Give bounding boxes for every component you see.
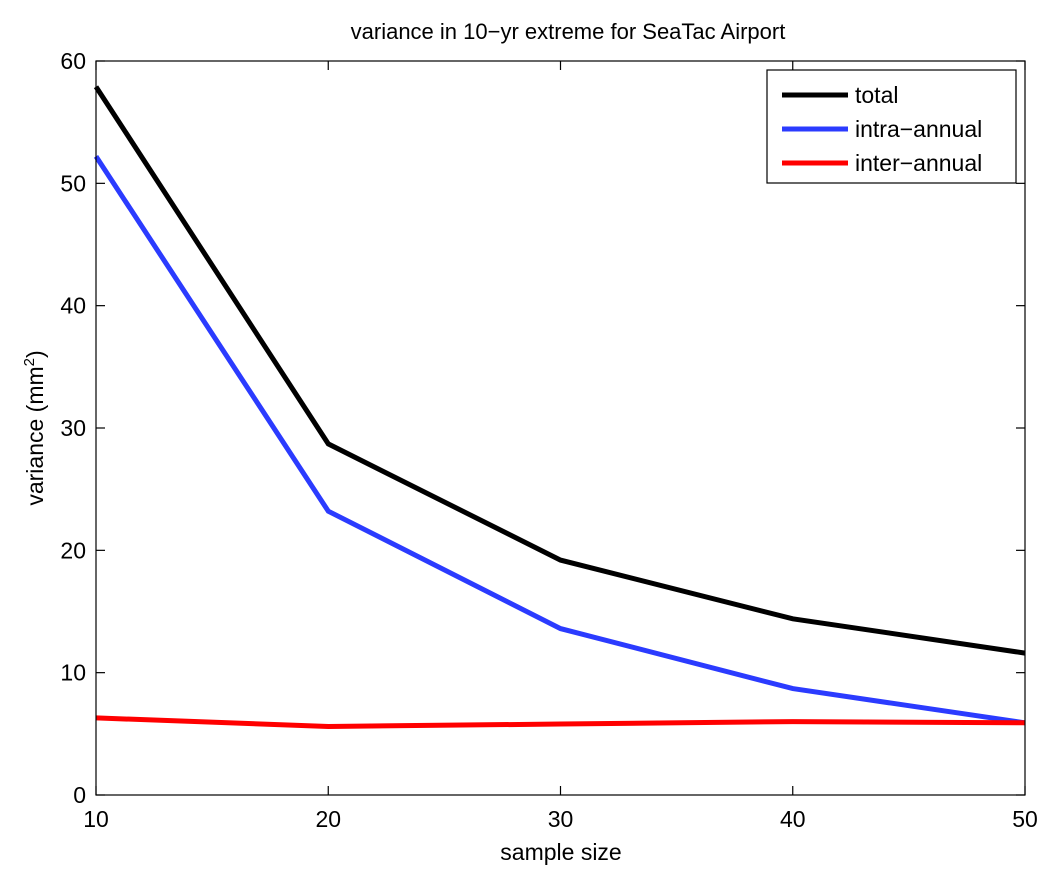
y-tick-label: 30 (60, 415, 86, 441)
chart-title: variance in 10−yr extreme for SeaTac Air… (351, 19, 786, 44)
legend-label-inter-annual: inter−annual (855, 150, 982, 176)
y-axis-label-main: variance (mm (22, 366, 48, 505)
legend: total intra−annual inter−annual (766, 69, 1017, 184)
series-line-inter-annual (95, 715, 1026, 730)
series-layer (93, 85, 1026, 730)
x-tick-label: 50 (1012, 806, 1038, 832)
y-tick-label: 60 (60, 48, 86, 74)
x-axis-label: sample size (500, 839, 621, 865)
y-tick-label: 10 (60, 660, 86, 686)
y-tick-label: 40 (60, 293, 86, 319)
series-line-total (93, 85, 1026, 656)
legend-label-intra-annual: intra−annual (855, 116, 982, 142)
y-axis-label-sup: 2 (21, 358, 38, 366)
y-tick-label: 20 (60, 537, 86, 563)
x-tick-label: 40 (780, 806, 806, 832)
x-tick-label: 30 (548, 806, 574, 832)
x-tick-label: 10 (83, 806, 109, 832)
y-tick-label: 50 (60, 170, 86, 196)
x-tick-label: 20 (315, 806, 341, 832)
y-tick-label: 0 (73, 782, 86, 808)
legend-label-total: total (855, 82, 898, 108)
y-axis-label: variance (mm2) (21, 350, 48, 505)
series-line-intra-annual (93, 155, 1026, 726)
y-axis-label-close: ) (22, 350, 48, 358)
